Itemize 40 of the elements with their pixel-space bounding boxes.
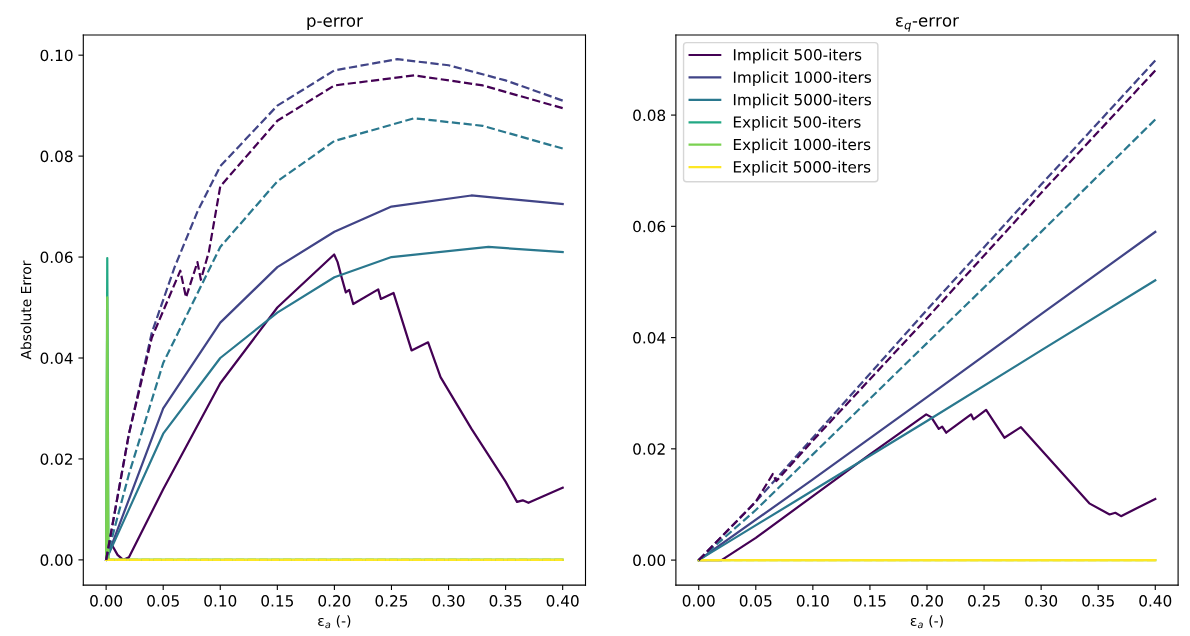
x-tick-label: 0.20 (911, 595, 943, 607)
x-tick-label: 0.25 (375, 595, 408, 607)
x-tick-label: 0.00 (682, 595, 715, 607)
x-tick-label: 0.40 (546, 595, 579, 607)
x-tick-label: 0.35 (1082, 595, 1114, 607)
x-tick-label: 0.40 (1139, 595, 1172, 607)
y-tick-label: 0.08 (40, 150, 73, 163)
x-tick-label: 0.05 (739, 595, 772, 607)
legend-label: Implicit 5000-iters (733, 93, 872, 109)
x-tick-label: 0.00 (90, 595, 123, 607)
y-tick-label: 0.02 (633, 443, 665, 455)
x-tick-label: 0.10 (796, 595, 829, 607)
x-tick-label: 0.30 (432, 595, 465, 607)
x-tick-label: 0.15 (853, 595, 886, 607)
x-tick-label: 0.25 (968, 595, 1000, 607)
y-tick-label: 0.00 (40, 554, 73, 566)
legend-label: Explicit 500-iters (733, 116, 861, 131)
x-tick-label: 0.15 (261, 595, 294, 607)
y-tick-label: 0.04 (40, 352, 73, 365)
y-tick-label: 0.10 (40, 49, 73, 62)
x-tick-label: 0.05 (147, 595, 179, 607)
legend-label: Explicit 1000-iters (733, 138, 871, 154)
x-tick-label: 0.10 (204, 595, 237, 607)
y-tick-label: 0.06 (633, 220, 666, 233)
y-tick-label: 0.06 (40, 251, 73, 264)
y-axis-title: Absolute Error (20, 260, 32, 360)
y-tick-label: 0.02 (40, 453, 73, 465)
y-tick-label: 0.00 (633, 554, 666, 567)
y-tick-label: 0.04 (633, 332, 666, 344)
x-tick-label: 0.20 (318, 595, 351, 607)
x-tick-label: 0.35 (489, 595, 522, 607)
x-tick-label: 0.30 (1025, 595, 1058, 607)
chart-title: ε$_{q}$-error (896, 17, 959, 32)
legend-label: Implicit 500-iters (733, 48, 862, 64)
chart-title: p-error (307, 17, 363, 31)
x-axis-title: ε$_{a}$ (-) (910, 615, 943, 629)
legend-label: Explicit 5000-iters (733, 160, 871, 176)
y-tick-label: 0.08 (633, 109, 666, 122)
legend-label: Implicit 1000-iters (733, 71, 872, 86)
x-axis-title: ε$_{a}$ (-) (318, 615, 351, 629)
